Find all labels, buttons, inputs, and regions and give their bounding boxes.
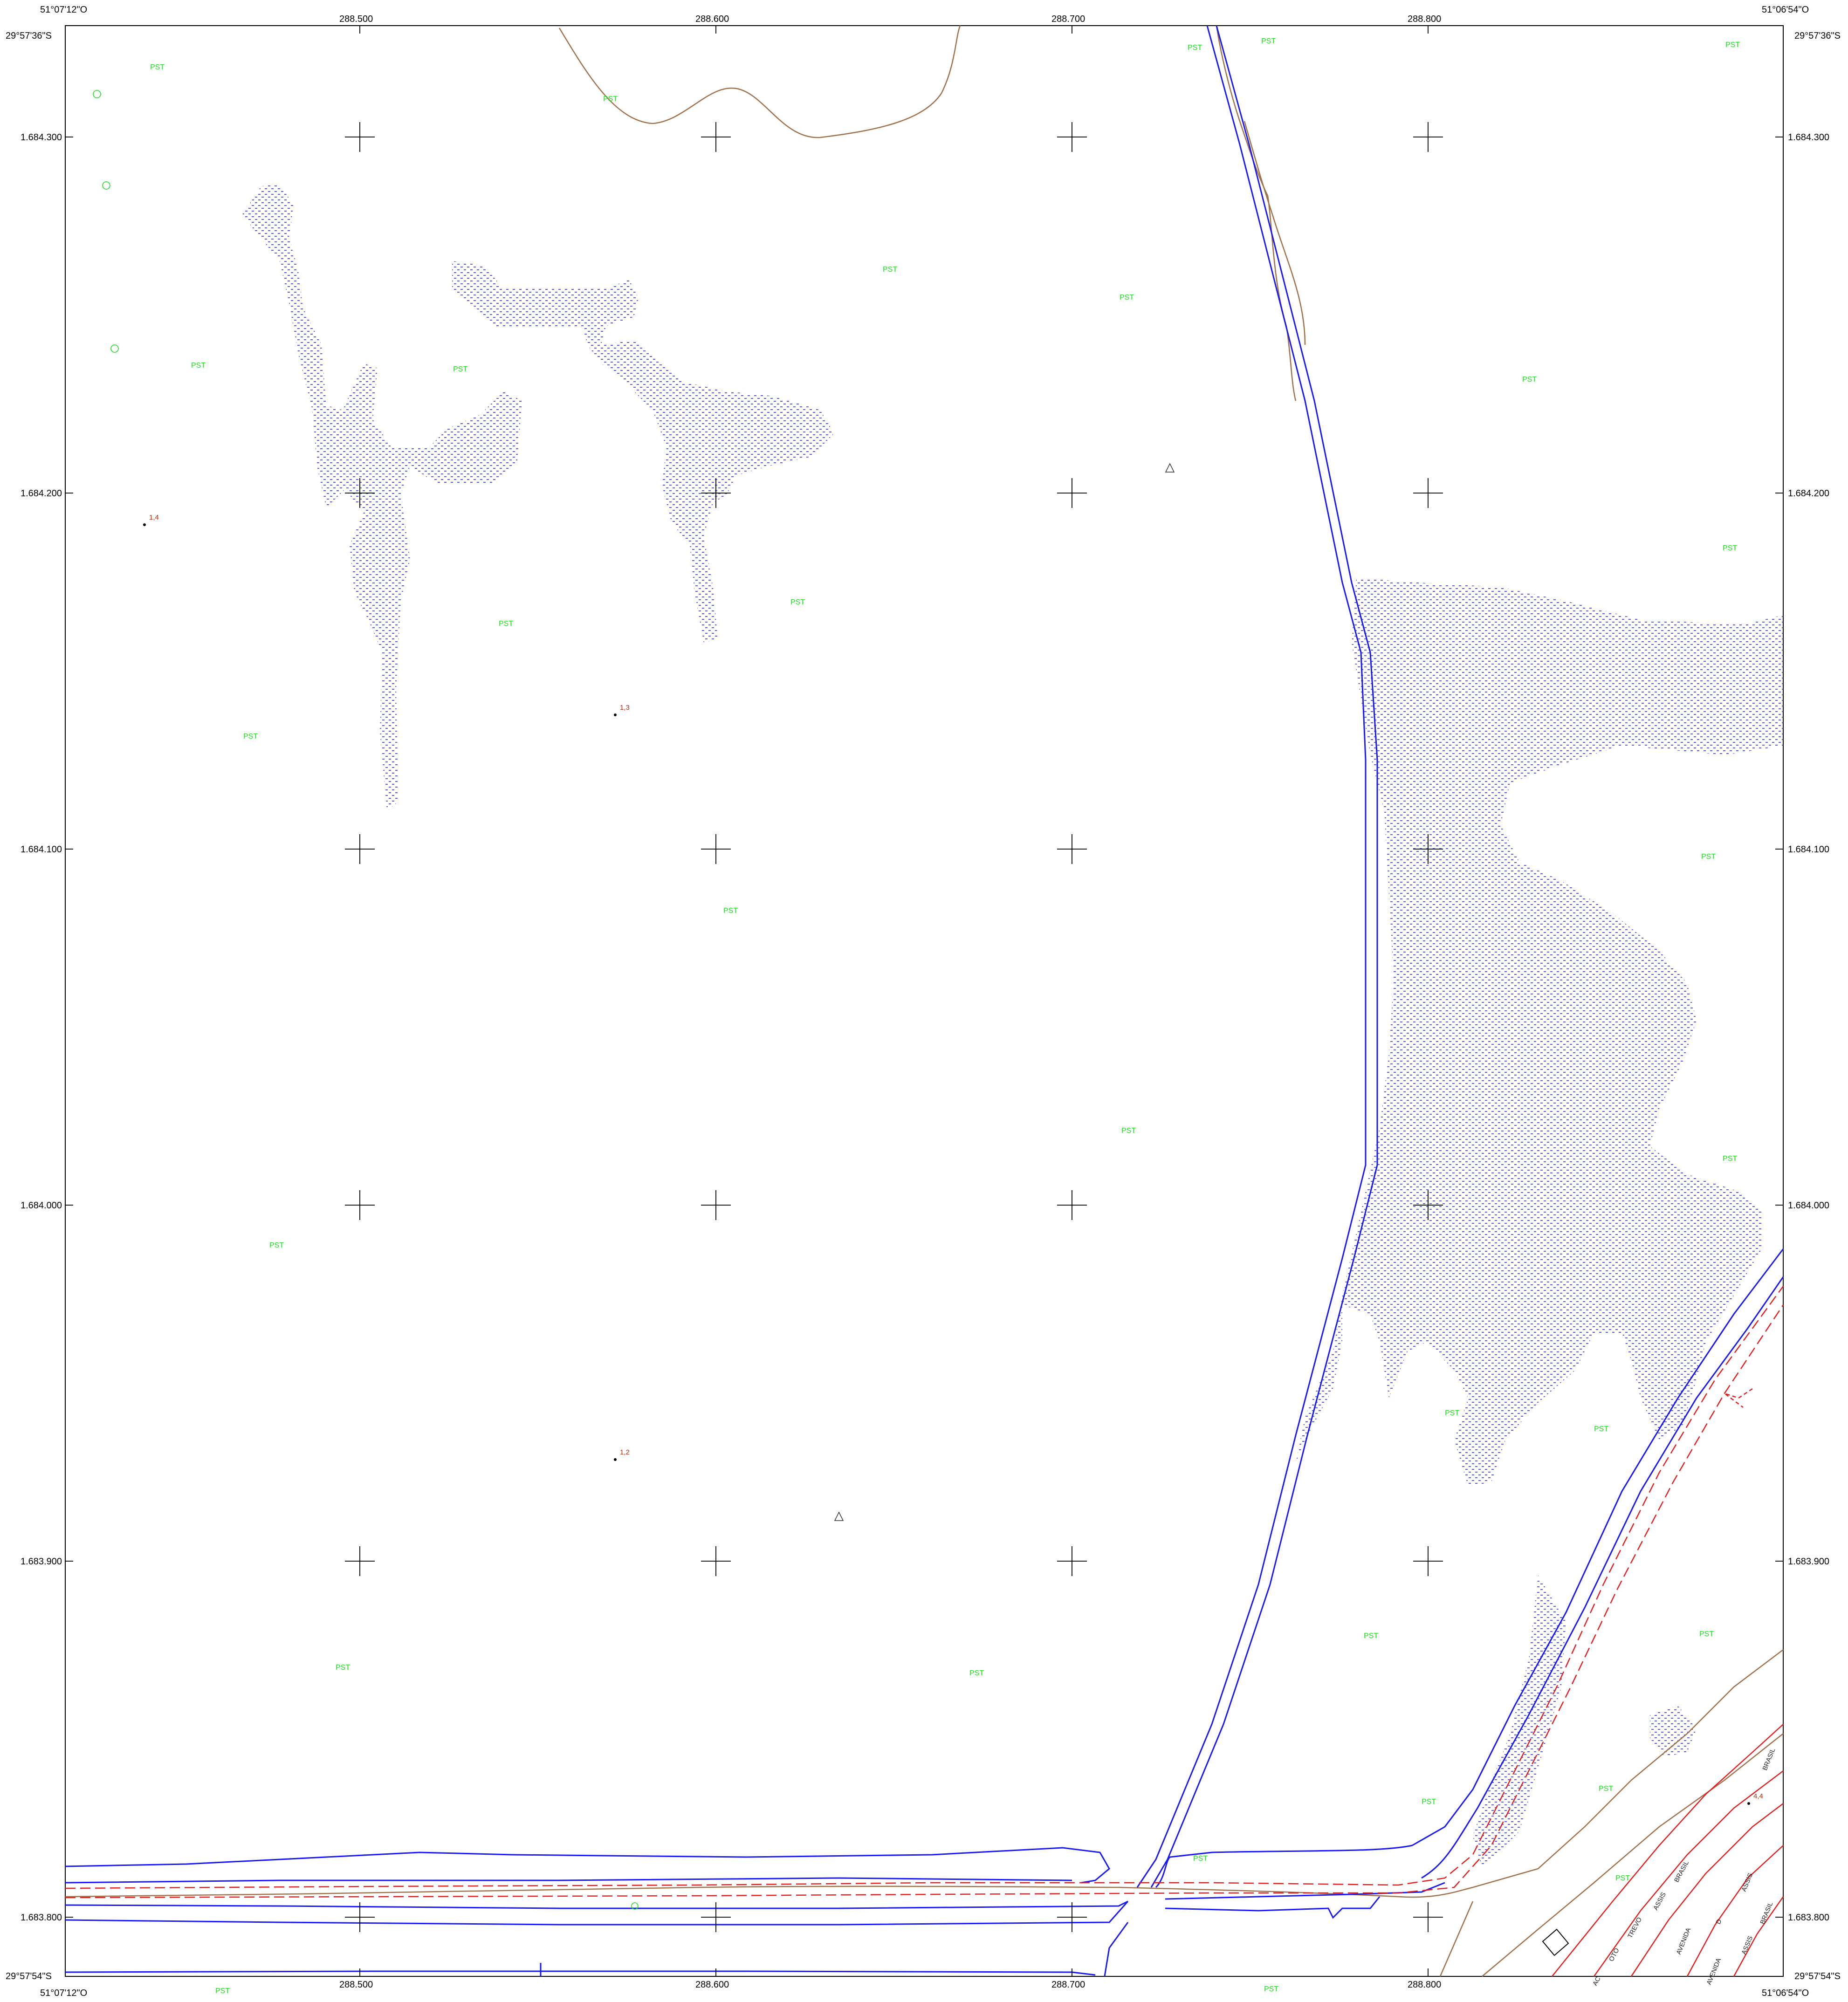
building-icon (1542, 1928, 1569, 1956)
northing-label-right: 1.684.300 (1788, 132, 1829, 143)
area-label: PST (150, 63, 165, 71)
marsh-areas-east (1296, 578, 1783, 1869)
tree-marker-icons (93, 90, 639, 1910)
easting-label-top: 288.700 (1051, 14, 1085, 24)
corner-top-right-lon: 51°06'54"O (1762, 5, 1809, 15)
area-label: PST (1522, 376, 1537, 384)
area-label: PST (269, 1241, 284, 1249)
street-label: AVENIDA (1705, 1956, 1723, 1986)
area-label: PST (1701, 853, 1716, 861)
easting-label-top: 288.800 (1408, 14, 1442, 24)
northing-label-left: 1.684.300 (21, 132, 62, 143)
street-labels: AC OTO TREVO ASSIS BRASIL AVENIDA D AVEN… (1591, 1747, 1777, 1987)
survey-marker-icons (834, 463, 1175, 1521)
area-label: PST (1594, 1425, 1609, 1433)
northing-label-right: 1.683.800 (1788, 1913, 1829, 1923)
area-label: PST (215, 1987, 230, 1995)
street-label: AVENIDA (1675, 1926, 1692, 1955)
area-label: PST (1261, 37, 1276, 45)
area-label: PST (1188, 44, 1202, 52)
spot-height-dots (143, 523, 1750, 1805)
northing-label-right: 1.684.200 (1788, 488, 1829, 499)
northing-label-left: 1.684.100 (21, 844, 62, 855)
spot-height-label: 1,4 (149, 514, 159, 521)
area-label: PST (1120, 294, 1134, 302)
spot-height-label: 4,4 (1753, 1792, 1763, 1800)
easting-label-top: 288.500 (339, 14, 373, 24)
survey-marker-icon (834, 1511, 844, 1521)
corner-top-left-lat: 29°57'36"S (6, 31, 52, 41)
area-label: PST (1599, 1785, 1614, 1793)
street-label: BRASIL (1761, 1747, 1777, 1771)
street-label: BRASIL (1673, 1859, 1690, 1884)
road-lines (65, 1286, 1784, 1899)
easting-label-bottom: 288.500 (339, 1980, 373, 1990)
contour-lines (65, 25, 1784, 1977)
spot-height-label: 1,2 (620, 1448, 630, 1456)
marsh-areas (242, 184, 834, 811)
grid-crosses (65, 26, 1783, 1976)
map-frame (65, 25, 1784, 1977)
area-label: PST (191, 362, 206, 370)
spot-height-label: 1,3 (620, 704, 630, 712)
area-label: PST (1615, 1874, 1630, 1882)
area-label: PST (1725, 41, 1740, 49)
tree-marker-icon (93, 90, 101, 98)
area-label: PST (1699, 1630, 1714, 1638)
corner-bottom-right-lon: 51°06'54"O (1762, 1988, 1809, 1998)
area-label: PST (1193, 1855, 1208, 1863)
northing-label-right: 1.684.000 (1788, 1200, 1829, 1211)
area-label: PST (969, 1669, 984, 1677)
northing-label-left: 1.684.200 (21, 488, 62, 499)
area-label: PST (1445, 1409, 1460, 1417)
area-label: PST (1422, 1798, 1436, 1806)
area-label: PST (790, 598, 805, 606)
northing-label-left: 1.683.800 (21, 1913, 62, 1923)
area-label: PST (1723, 1155, 1738, 1163)
northing-label-right: 1.683.900 (1788, 1556, 1829, 1567)
tree-marker-icon (102, 181, 110, 190)
tree-marker-icon (110, 344, 119, 353)
area-label: PST (1364, 1632, 1379, 1640)
area-label: PST (1264, 1985, 1279, 1993)
corner-bottom-left-lat: 29°57'54"S (6, 1971, 52, 1981)
street-label: ASSIS (1740, 1935, 1754, 1955)
area-label: PST (1723, 544, 1738, 552)
corner-bottom-right-lat: 29°57'54"S (1794, 1971, 1841, 1981)
tree-marker-icon (631, 1902, 639, 1910)
area-label: PST (603, 95, 618, 103)
survey-marker-icon (1165, 463, 1175, 473)
area-label: PST (1121, 1127, 1136, 1135)
avenue-lines (1552, 1724, 1784, 1977)
street-label: AC (1591, 1975, 1602, 1987)
corner-top-right-lat: 29°57'36"S (1794, 31, 1841, 41)
area-label: PST (883, 266, 898, 274)
street-label: OTO (1608, 1947, 1621, 1962)
area-label: PST (453, 365, 468, 373)
northing-label-left: 1.683.900 (21, 1556, 62, 1567)
corner-top-left-lon: 51°07'12"O (40, 5, 88, 15)
corner-bottom-left-lon: 51°07'12"O (40, 1988, 88, 1998)
easting-label-bottom: 288.600 (695, 1980, 729, 1990)
easting-label-bottom: 288.800 (1408, 1980, 1442, 1990)
canal-lines (65, 25, 1784, 1977)
street-label: ASSIS (1740, 1872, 1754, 1892)
easting-label-top: 288.600 (695, 14, 729, 24)
northing-label-right: 1.684.100 (1788, 844, 1829, 855)
easting-label-bottom: 288.700 (1051, 1980, 1085, 1990)
northing-label-left: 1.684.000 (21, 1200, 62, 1211)
area-label: PST (336, 1664, 350, 1672)
area-label: PST (243, 733, 258, 740)
area-label: PST (723, 907, 738, 915)
area-label: PST (499, 620, 514, 628)
